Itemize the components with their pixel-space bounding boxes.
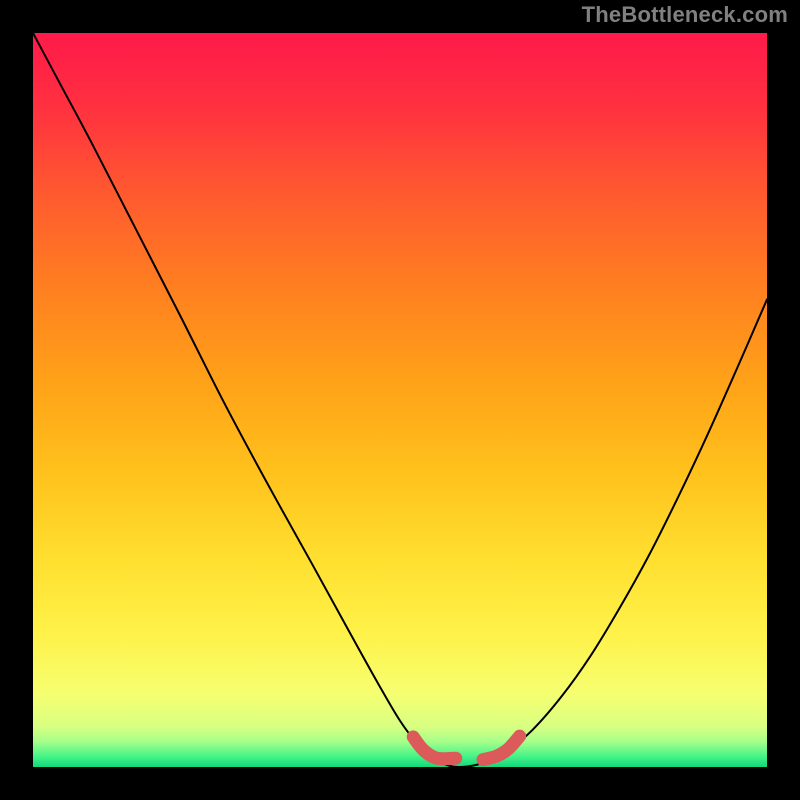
plot-area [33, 33, 767, 767]
gradient-background [33, 33, 767, 767]
chart-stage: TheBottleneck.com [0, 0, 800, 800]
watermark-text: TheBottleneck.com [582, 2, 788, 28]
bottleneck-chart [0, 0, 800, 800]
